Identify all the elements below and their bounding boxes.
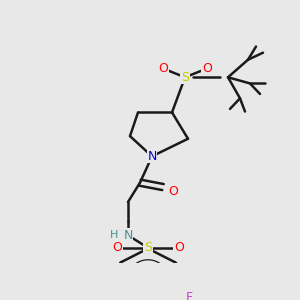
Text: O: O [202,62,212,75]
Text: S: S [181,71,189,84]
Text: O: O [174,241,184,254]
Text: O: O [158,62,168,75]
Text: H: H [110,230,118,240]
Text: F: F [186,291,193,300]
Text: S: S [144,241,152,254]
Text: O: O [168,185,178,198]
Text: O: O [112,241,122,254]
Text: N: N [147,150,157,163]
Text: N: N [123,229,133,242]
